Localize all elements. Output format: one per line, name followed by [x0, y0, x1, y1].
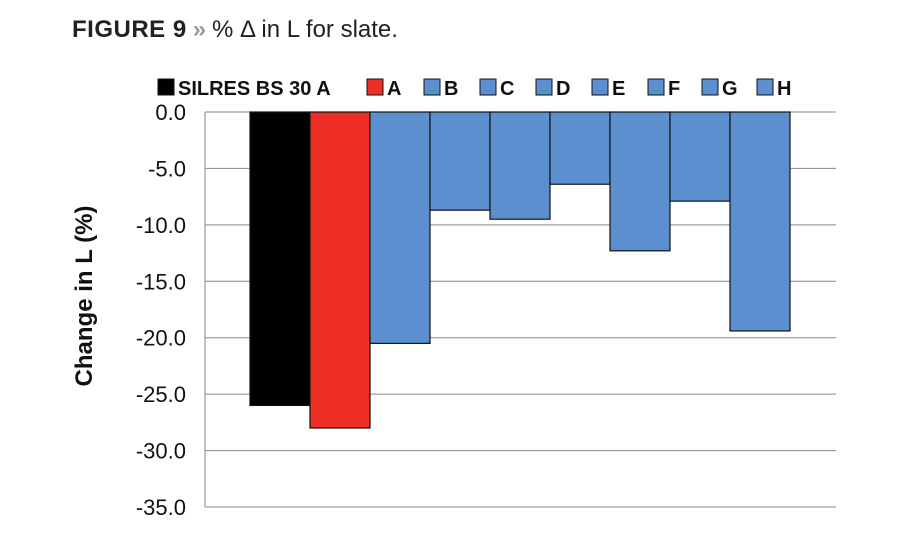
legend-entry: SILRES BS 30 A [178, 78, 331, 100]
bar-b [369, 111, 431, 344]
bar-h [729, 111, 791, 332]
figure-caption: % Δ in L for slate. [212, 16, 398, 43]
legend-entry: F [668, 78, 680, 100]
figure-title: FIGURE 9»% Δ in L for slate. [72, 16, 398, 44]
legend-swatch [366, 78, 384, 96]
bar-d [489, 111, 551, 220]
legend-swatch [647, 78, 665, 96]
bars [249, 111, 791, 429]
figure-separator-icon: » [192, 16, 207, 43]
legend-swatch [479, 78, 497, 96]
bar-a [309, 111, 371, 429]
bar-g [669, 111, 731, 202]
legend-swatch [701, 78, 719, 96]
y-tick-label: -25.0 [136, 382, 186, 407]
legend-entry: C [500, 78, 514, 100]
legend-entry: E [612, 78, 625, 100]
y-tick-label: -35.0 [136, 495, 186, 520]
y-tick-labels: 0.0 -5.0 -10.0 -15.0 -20.0 -25.0 -30.0 -35.0 [136, 100, 186, 520]
y-tick-label: -20.0 [136, 326, 186, 351]
bar-c [429, 111, 491, 211]
bar-f [609, 111, 671, 252]
legend-entry: A [387, 78, 401, 100]
legend-swatch [756, 78, 774, 96]
legend: SILRES BS 30 A A B C D E F G H [157, 78, 791, 100]
legend-swatch [535, 78, 553, 96]
legend-entry: B [444, 78, 458, 100]
bar-e [549, 111, 611, 185]
legend-swatch [157, 78, 175, 96]
y-tick-label: 0.0 [155, 100, 186, 125]
legend-entry: H [777, 78, 791, 100]
legend-swatch [423, 78, 441, 96]
y-axis-label: Change in L (%) [71, 206, 98, 387]
figure-label: FIGURE 9 [72, 16, 187, 43]
legend-swatch [591, 78, 609, 96]
y-tick-label: -15.0 [136, 269, 186, 294]
y-tick-label: -10.0 [136, 213, 186, 238]
y-tick-label: -30.0 [136, 439, 186, 464]
legend-entry: D [556, 78, 570, 100]
legend-entry: G [722, 78, 738, 100]
bar-silres-bs-30-a [249, 111, 311, 407]
y-tick-label: -5.0 [148, 156, 186, 181]
